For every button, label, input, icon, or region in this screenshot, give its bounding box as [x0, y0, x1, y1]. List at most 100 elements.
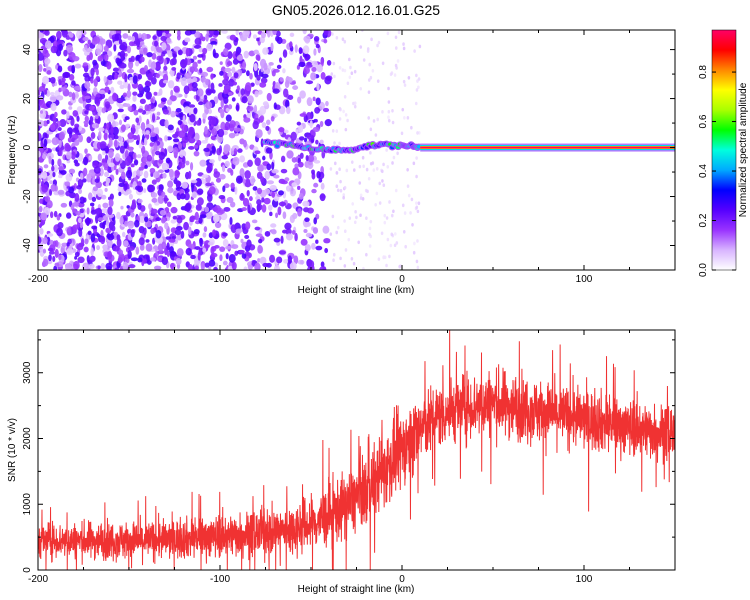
- scatter-mark: [406, 116, 410, 120]
- noise-mark: [312, 227, 319, 234]
- noise-mark: [113, 44, 117, 52]
- scatter-mark: [416, 239, 419, 243]
- noise-mark: [170, 219, 177, 224]
- noise-mark: [74, 91, 79, 99]
- scatter-mark: [367, 176, 371, 181]
- noise-mark: [66, 242, 70, 247]
- noise-mark: [276, 256, 283, 264]
- noise-mark: [144, 80, 152, 88]
- scatter-mark: [380, 231, 384, 236]
- noise-mark: [167, 124, 174, 131]
- noise-mark: [54, 262, 60, 267]
- noise-mark: [280, 235, 284, 244]
- noise-mark: [57, 65, 63, 73]
- noise-mark: [313, 182, 319, 188]
- noise-mark: [89, 202, 95, 207]
- scatter-mark: [392, 155, 396, 160]
- noise-mark: [75, 211, 81, 216]
- noise-mark: [174, 229, 182, 236]
- noise-mark: [254, 90, 259, 98]
- noise-mark: [56, 30, 62, 40]
- noise-mark: [124, 183, 128, 191]
- noise-mark: [199, 159, 207, 167]
- noise-mark: [118, 191, 122, 197]
- noise-mark: [232, 156, 240, 166]
- noise-mark: [68, 73, 75, 81]
- scatter-mark: [383, 213, 387, 218]
- noise-mark: [170, 206, 178, 214]
- noise-mark: [219, 246, 226, 252]
- noise-mark: [117, 108, 124, 113]
- scatter-mark: [414, 101, 418, 106]
- noise-mark: [162, 79, 169, 84]
- noise-mark: [160, 97, 167, 102]
- scatter-mark: [362, 164, 365, 169]
- noise-mark: [127, 35, 132, 41]
- noise-mark: [151, 179, 157, 185]
- noise-mark: [139, 244, 145, 251]
- noise-mark: [68, 91, 73, 98]
- scatter-mark: [391, 161, 394, 165]
- noise-mark: [198, 101, 204, 106]
- noise-mark: [223, 71, 228, 80]
- noise-mark: [168, 238, 176, 243]
- noise-mark: [246, 106, 254, 112]
- noise-mark: [299, 90, 306, 99]
- noise-mark: [68, 168, 76, 174]
- noise-mark: [135, 117, 140, 123]
- noise-mark: [139, 98, 146, 105]
- noise-mark: [120, 124, 126, 133]
- noise-mark: [222, 78, 229, 86]
- noise-mark: [135, 185, 142, 191]
- snr-series-line: [38, 330, 675, 570]
- noise-mark: [207, 241, 214, 246]
- noise-mark: [284, 177, 290, 182]
- noise-mark: [61, 30, 68, 38]
- noise-mark: [48, 250, 55, 255]
- scatter-mark: [374, 202, 377, 207]
- noise-mark: [297, 185, 301, 190]
- noise-mark: [105, 177, 111, 184]
- noise-mark: [244, 234, 250, 240]
- colorbar-tick-label: 0.2: [698, 213, 709, 227]
- noise-mark: [124, 220, 129, 227]
- noise-mark: [283, 88, 289, 98]
- noise-mark: [291, 157, 297, 163]
- scatter-mark: [404, 244, 407, 249]
- noise-mark: [151, 52, 157, 60]
- noise-mark: [181, 124, 187, 134]
- noise-mark: [145, 243, 153, 252]
- noise-mark: [133, 39, 141, 45]
- noise-mark: [194, 246, 201, 251]
- noise-mark: [105, 122, 110, 131]
- scatter-mark: [362, 58, 366, 62]
- noise-mark: [284, 80, 290, 88]
- noise-mark: [275, 35, 280, 42]
- noise-mark: [66, 247, 74, 256]
- scatter-mark: [390, 71, 394, 75]
- noise-mark: [83, 246, 89, 253]
- scatter-mark: [369, 161, 373, 166]
- noise-mark: [315, 239, 319, 244]
- scatter-mark: [344, 127, 348, 132]
- noise-mark: [106, 232, 111, 240]
- scatter-mark: [412, 250, 416, 255]
- noise-mark: [116, 238, 122, 248]
- noise-mark: [256, 55, 261, 62]
- noise-mark: [93, 36, 101, 44]
- noise-mark: [118, 38, 123, 45]
- noise-mark: [239, 168, 245, 177]
- noise-mark: [198, 216, 203, 224]
- noise-mark: [231, 66, 236, 74]
- noise-mark: [311, 169, 315, 175]
- noise-mark: [61, 77, 66, 83]
- noise-mark: [63, 49, 68, 57]
- noise-mark: [39, 99, 45, 109]
- noise-mark: [303, 66, 310, 75]
- noise-mark: [270, 115, 275, 122]
- noise-mark: [209, 159, 215, 164]
- noise-mark: [74, 139, 80, 146]
- noise-mark: [250, 82, 255, 87]
- noise-mark: [97, 265, 101, 270]
- noise-mark: [173, 238, 179, 244]
